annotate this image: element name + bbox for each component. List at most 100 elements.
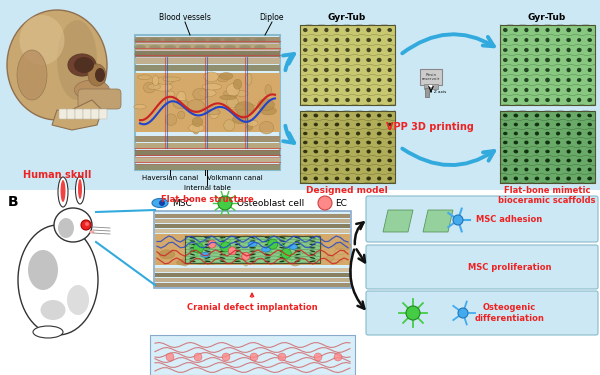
Ellipse shape xyxy=(278,236,291,241)
Ellipse shape xyxy=(577,132,581,135)
Ellipse shape xyxy=(346,28,350,32)
Ellipse shape xyxy=(377,177,381,180)
Ellipse shape xyxy=(335,159,339,162)
Ellipse shape xyxy=(295,257,301,259)
Ellipse shape xyxy=(356,28,360,32)
Ellipse shape xyxy=(7,10,107,120)
Ellipse shape xyxy=(164,38,176,42)
Ellipse shape xyxy=(303,68,307,72)
Ellipse shape xyxy=(587,78,592,82)
Ellipse shape xyxy=(218,75,229,82)
Ellipse shape xyxy=(503,159,508,162)
Ellipse shape xyxy=(335,98,339,102)
Ellipse shape xyxy=(335,68,339,72)
Ellipse shape xyxy=(186,255,202,263)
Text: Osteoblast cell: Osteoblast cell xyxy=(237,198,304,207)
Ellipse shape xyxy=(535,88,539,92)
Ellipse shape xyxy=(377,38,381,42)
Ellipse shape xyxy=(324,28,328,32)
Ellipse shape xyxy=(377,150,382,153)
Ellipse shape xyxy=(345,68,350,72)
Ellipse shape xyxy=(33,326,63,338)
Ellipse shape xyxy=(324,132,329,135)
Ellipse shape xyxy=(260,107,277,115)
Ellipse shape xyxy=(524,88,529,92)
Ellipse shape xyxy=(179,45,191,49)
Ellipse shape xyxy=(239,45,251,49)
Text: Z axis: Z axis xyxy=(434,90,446,94)
Ellipse shape xyxy=(535,141,539,144)
Ellipse shape xyxy=(577,88,581,92)
Ellipse shape xyxy=(190,240,196,242)
Ellipse shape xyxy=(566,114,571,117)
Ellipse shape xyxy=(535,68,539,72)
Ellipse shape xyxy=(303,48,308,52)
Ellipse shape xyxy=(237,109,251,115)
Ellipse shape xyxy=(233,79,242,89)
Ellipse shape xyxy=(503,114,508,117)
Ellipse shape xyxy=(587,159,592,162)
Ellipse shape xyxy=(28,250,58,290)
Circle shape xyxy=(334,353,342,361)
Ellipse shape xyxy=(577,168,581,171)
Ellipse shape xyxy=(367,159,371,162)
Ellipse shape xyxy=(535,48,539,52)
Ellipse shape xyxy=(503,88,508,92)
Ellipse shape xyxy=(236,91,248,96)
Ellipse shape xyxy=(195,242,206,246)
Ellipse shape xyxy=(209,38,221,42)
Ellipse shape xyxy=(535,168,539,171)
Ellipse shape xyxy=(366,141,371,144)
Ellipse shape xyxy=(556,168,560,171)
Ellipse shape xyxy=(377,88,382,92)
Ellipse shape xyxy=(577,38,581,42)
Ellipse shape xyxy=(587,88,592,92)
Ellipse shape xyxy=(176,260,188,265)
Ellipse shape xyxy=(514,132,518,135)
Ellipse shape xyxy=(193,88,208,100)
Ellipse shape xyxy=(377,98,381,102)
Circle shape xyxy=(221,242,230,252)
Ellipse shape xyxy=(243,258,249,266)
Ellipse shape xyxy=(556,177,560,180)
Ellipse shape xyxy=(165,114,177,126)
Circle shape xyxy=(159,200,165,206)
Ellipse shape xyxy=(577,48,581,52)
FancyBboxPatch shape xyxy=(366,196,598,242)
Ellipse shape xyxy=(173,98,188,107)
Ellipse shape xyxy=(356,150,360,153)
Ellipse shape xyxy=(566,88,571,92)
Ellipse shape xyxy=(356,168,360,171)
Circle shape xyxy=(458,308,468,318)
Circle shape xyxy=(222,353,230,361)
Ellipse shape xyxy=(220,244,226,245)
Ellipse shape xyxy=(234,237,241,239)
Circle shape xyxy=(281,249,291,258)
Ellipse shape xyxy=(262,247,271,252)
Ellipse shape xyxy=(335,78,339,82)
Bar xyxy=(155,283,350,287)
Ellipse shape xyxy=(325,38,328,42)
Ellipse shape xyxy=(556,141,560,144)
Ellipse shape xyxy=(303,168,307,171)
Ellipse shape xyxy=(556,58,560,62)
Ellipse shape xyxy=(220,237,226,238)
Ellipse shape xyxy=(388,141,392,144)
Ellipse shape xyxy=(205,257,211,259)
Bar xyxy=(155,219,350,223)
Ellipse shape xyxy=(190,254,196,255)
Ellipse shape xyxy=(257,99,274,111)
Ellipse shape xyxy=(366,58,371,62)
Ellipse shape xyxy=(503,132,508,135)
Ellipse shape xyxy=(566,58,571,62)
Ellipse shape xyxy=(388,48,392,52)
Bar xyxy=(500,111,595,183)
Circle shape xyxy=(81,220,91,230)
Ellipse shape xyxy=(503,28,508,32)
Text: Cranial defect implantation: Cranial defect implantation xyxy=(187,293,317,312)
Ellipse shape xyxy=(57,20,97,100)
Ellipse shape xyxy=(279,247,286,249)
Ellipse shape xyxy=(346,48,350,52)
Ellipse shape xyxy=(309,237,316,238)
Ellipse shape xyxy=(524,132,529,135)
